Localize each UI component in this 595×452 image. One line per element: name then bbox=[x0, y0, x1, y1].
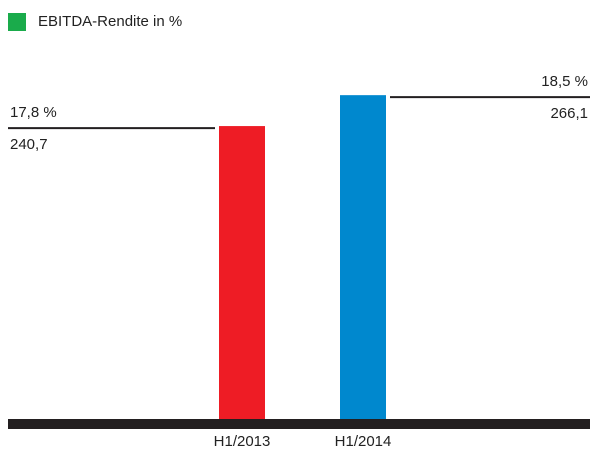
margin-label: 17,8 % bbox=[10, 104, 57, 121]
x-tick-label: H1/2013 bbox=[214, 433, 271, 450]
value-label: 240,7 bbox=[10, 136, 48, 153]
margin-label: 18,5 % bbox=[541, 73, 588, 90]
bar bbox=[219, 126, 265, 419]
bar bbox=[340, 95, 386, 419]
legend-swatch bbox=[8, 13, 26, 31]
value-label: 266,1 bbox=[550, 105, 588, 122]
legend-label: EBITDA-Rendite in % bbox=[38, 13, 182, 30]
x-tick-label: H1/2014 bbox=[335, 433, 392, 450]
baseline bbox=[8, 419, 590, 429]
